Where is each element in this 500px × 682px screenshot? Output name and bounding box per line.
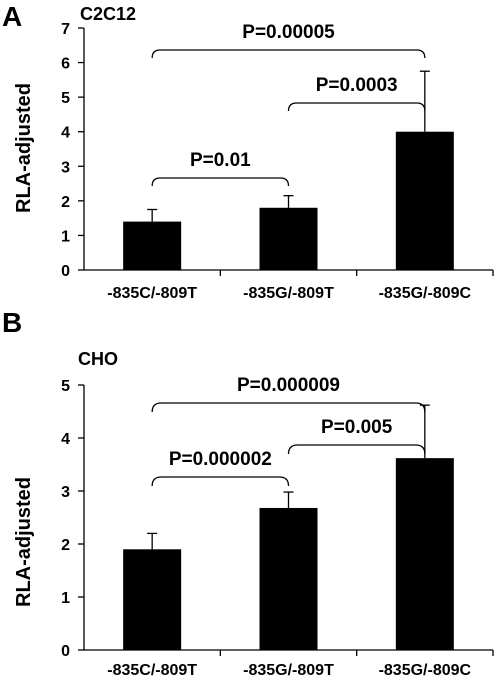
y-tick-label: 5 <box>61 378 70 395</box>
significance-bracket <box>151 49 426 59</box>
p-value-label: P=0.005 <box>321 417 393 438</box>
y-tick-label: 4 <box>61 125 70 142</box>
y-tick-label: 3 <box>61 159 70 176</box>
significance-bracket <box>151 476 290 487</box>
p-value-label: P=0.01 <box>190 150 251 171</box>
x-category-label: -835C/-809T <box>107 285 197 302</box>
y-tick-label: 1 <box>61 228 70 245</box>
y-tick-label: 4 <box>61 431 70 448</box>
bar <box>259 507 318 650</box>
y-tick-label: 2 <box>61 194 70 211</box>
panel-b-plot: 0 1 2 3 4 5 -835C/-809T -835G/-809T -835G/-809C P… <box>61 375 494 679</box>
panel-a: A C2C12 RLA-adjusted 0 1 2 3 4 5 6 7 -835C/-809T… <box>2 1 494 302</box>
panel-b-letter: B <box>2 307 22 338</box>
bar <box>123 221 182 270</box>
significance-bracket <box>287 102 426 112</box>
panel-b-title: CHO <box>78 349 118 369</box>
x-category-label: -835G/-809C <box>379 662 472 679</box>
x-category-label: -835C/-809T <box>107 662 197 679</box>
p-value-label: P=0.00005 <box>242 22 335 43</box>
p-value-label: P=0.0003 <box>316 75 398 96</box>
panel-b-y-axis-label: RLA-adjusted <box>13 477 35 607</box>
y-tick-label: 7 <box>61 21 70 38</box>
panel-b: B CHO RLA-adjusted 0 1 2 3 4 5 -835C/-809T -835… <box>2 307 494 679</box>
bar <box>395 458 454 650</box>
y-tick-label: 0 <box>61 643 70 660</box>
x-category-label: -835G/-809T <box>243 285 334 302</box>
y-tick-label: 3 <box>61 484 70 501</box>
p-value-label: P=0.000009 <box>237 375 340 396</box>
x-category-label: -835G/-809T <box>243 662 334 679</box>
significance-bracket <box>151 177 290 187</box>
panel-a-letter: A <box>2 1 22 32</box>
y-tick-label: 2 <box>61 537 70 554</box>
significance-bracket <box>151 402 426 413</box>
panel-a-plot: 0 1 2 3 4 5 6 7 -835C/-809T -835G/-809T -835G/-809… <box>61 21 494 302</box>
y-tick-label: 0 <box>61 263 70 280</box>
y-tick-label: 5 <box>61 90 70 107</box>
x-category-label: -835G/-809C <box>379 285 472 302</box>
p-value-label: P=0.000002 <box>169 449 272 470</box>
panel-a-y-axis-label: RLA-adjusted <box>13 83 35 213</box>
y-tick-label: 6 <box>61 56 70 73</box>
significance-bracket <box>287 444 426 455</box>
bar <box>123 549 182 650</box>
bar <box>259 207 318 270</box>
y-tick-label: 1 <box>61 590 70 607</box>
bar <box>395 131 454 270</box>
panel-a-title: C2C12 <box>80 4 136 24</box>
